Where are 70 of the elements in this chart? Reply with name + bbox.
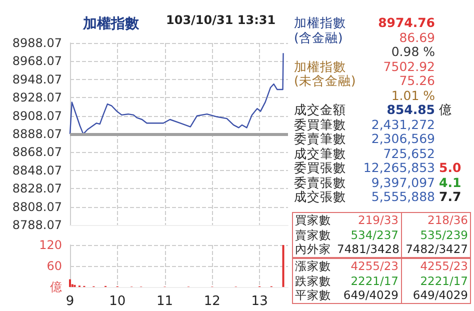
text: 委買筆數 [294,116,346,132]
text: 1.01 % [391,88,435,102]
y-tick-label: 億 [50,280,62,294]
x-tick-label: 11 [156,294,174,309]
y-tick-label: 8848.07 [12,163,62,178]
text: 加權指數 [294,15,346,30]
text: 億 [439,102,452,117]
text: 5,555,888 [371,189,435,204]
text: 加權指數 [294,58,346,74]
bar [69,279,71,287]
text: 成交張數 [294,189,346,204]
text: 75.26 [399,73,435,88]
text: 86.69 [399,30,435,44]
y-tick-label: 8948.07 [12,72,62,86]
text: 8974.76 [378,15,435,30]
text: (含金融) [294,30,343,44]
text: (未含金融) [294,73,356,88]
text: 2,306,569 [371,131,435,146]
x-tick-label: 13 [251,294,268,309]
line-series [69,52,284,135]
text: 跌家數 [295,274,331,288]
text: 委賣筆數 [294,131,346,146]
y-tick-label: 8888.07 [12,127,62,141]
y-tick-label: 8968.07 [12,54,62,68]
y-tick-label: 8868.07 [12,145,62,160]
y-tick-label: 8788.07 [12,218,62,232]
text: 委賣張數 [294,174,346,190]
y-tick-label: 8988.07 [12,36,62,50]
y-tick-label: 60 [46,259,62,273]
bar [282,245,284,287]
text: 內外家 [295,242,331,256]
text: 7482/3427 [406,242,468,256]
text: 854.85 [386,102,435,117]
text: 535/239 [420,228,468,242]
text: 2221/17 [350,274,398,288]
x-tick-label: 12 [204,294,220,309]
y-tick-label: 120 [39,238,62,252]
text: 219/33 [358,213,398,227]
text: 平家數 [295,288,331,302]
text: 成交筆數 [294,146,346,160]
text: 534/237 [350,228,398,242]
y-tick-label: 8828.07 [12,182,62,196]
text: 725,652 [383,146,435,160]
text: 成交金額 [294,102,346,117]
chart-title: 加權指數 [82,16,140,32]
text: 委買張數 [294,160,346,175]
text: 2221/17 [420,274,468,288]
chart-subtitle: 103/10/31 13:31 [166,13,276,27]
text: 7481/3428 [337,242,400,256]
text: 2,431,272 [371,116,435,132]
text: 4.1 [439,174,462,190]
text: 9,397,097 [371,174,435,190]
y-tick-label: 8928.07 [12,90,62,105]
text: 4255/23 [350,259,398,273]
text: 買家數 [295,213,331,227]
text: 賣家數 [295,228,331,242]
y-tick-label: 8808.07 [12,200,62,214]
x-tick-label: 10 [109,294,126,309]
text: 7502.92 [383,58,435,74]
text: 4255/23 [420,259,468,273]
text: 12,265,853 [363,160,435,175]
text: 649/4029 [343,288,398,302]
text: 7.7 [439,189,462,204]
text: 漲家數 [295,259,331,273]
text: 5.0 [439,160,462,175]
y-tick-label: 8908.07 [12,108,62,123]
text: 0.98 % [391,44,435,59]
text: 649/4029 [412,288,468,302]
x-tick-label: 9 [66,294,74,309]
text: 218/36 [428,213,468,227]
